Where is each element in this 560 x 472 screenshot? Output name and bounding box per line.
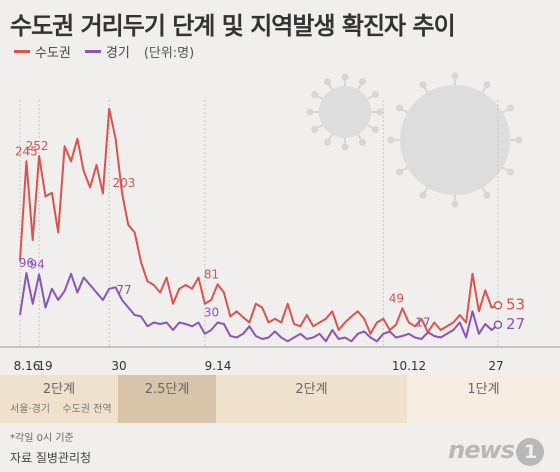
- virus-graphic-small-spike-tip: [306, 108, 314, 116]
- legend-label-seoul-metro: 수도권: [35, 46, 71, 61]
- stage-band: [407, 375, 560, 423]
- stage-label: 1단계: [467, 382, 499, 397]
- virus-graphic-small-body: [319, 86, 371, 138]
- x-tick-label: 19: [37, 359, 52, 373]
- legend-item-gyeonggi: 경기: [84, 42, 130, 61]
- legend-swatch-seoul-metro: [14, 50, 30, 53]
- series-end-point-0: [493, 301, 503, 310]
- stage-sublabel: 수도권 전역: [62, 403, 111, 415]
- data-label: 17: [415, 315, 430, 329]
- x-tick-label: 10.12: [392, 359, 426, 373]
- stage-label: 2단계: [295, 382, 327, 397]
- virus-graphic-large-spike-tip: [515, 136, 523, 144]
- stage-sublabel: 서울·경기: [10, 402, 50, 415]
- virus-graphic-small-spike-tip: [341, 73, 349, 81]
- chart-legend: 수도권 경기 (단위:명): [14, 42, 194, 61]
- virus-graphic-large-spike-tip: [483, 81, 491, 89]
- data-label: 49: [389, 291, 404, 305]
- virus-graphic-large-spike-tip: [451, 200, 459, 208]
- data-label: 245: [15, 144, 38, 158]
- news1-logo: news 1: [448, 436, 544, 466]
- data-label: 203: [113, 176, 136, 190]
- virus-graphic-large-spike-tip: [419, 191, 427, 199]
- stage-label: 2단계: [43, 382, 75, 397]
- virus-graphic-small-spike-tip: [359, 78, 366, 86]
- x-tick-label: 8.16: [14, 359, 41, 373]
- virus-graphic-small: [306, 73, 384, 151]
- data-label: 96: [19, 256, 34, 270]
- virus-graphic-small-spike-tip: [371, 126, 379, 133]
- x-tick-label: 30: [111, 359, 126, 373]
- stage-band: [216, 375, 407, 423]
- unit-label: (단위:명): [143, 46, 195, 61]
- data-label: 27: [506, 315, 525, 333]
- legend-label-gyeonggi: 경기: [105, 46, 130, 61]
- virus-graphic-large-spike-tip: [387, 136, 395, 144]
- virus-graphic-large-spike-tip: [396, 104, 404, 112]
- stage-band: [118, 375, 216, 423]
- x-tick-label: 27: [488, 359, 503, 373]
- virus-graphic-small-spike-tip: [324, 138, 331, 146]
- virus-graphic-small-spike-tip: [311, 126, 319, 133]
- virus-graphic-small-spike-tip: [376, 108, 384, 116]
- virus-graphic-large-body: [400, 85, 510, 195]
- data-label: 77: [116, 283, 131, 297]
- stage-label: 2.5단계: [145, 382, 190, 397]
- data-label: 94: [29, 258, 44, 272]
- footnote: *각일 0시 기준: [10, 433, 74, 444]
- virus-graphic-large-spike-tip: [506, 104, 514, 112]
- chart-title: 수도권 거리두기 단계 및 지역발생 확진자 추이: [10, 12, 456, 40]
- x-tick-label: 9.14: [205, 359, 232, 373]
- virus-graphic-small-spike-tip: [371, 91, 379, 98]
- virus-graphic-large-spike-tip: [419, 81, 427, 89]
- virus-graphic-small-spike-tip: [341, 143, 349, 151]
- virus-graphic-large-spike-tip: [451, 72, 459, 80]
- logo-number: 1: [516, 438, 544, 466]
- virus-graphic-small-spike-tip: [359, 138, 366, 146]
- virus-graphic-large: [387, 72, 523, 208]
- legend-item-seoul-metro: 수도권: [14, 42, 71, 61]
- logo-text: news: [448, 436, 515, 464]
- data-label: 53: [506, 295, 525, 313]
- virus-graphic-small-spike-tip: [324, 78, 331, 86]
- virus-graphic-small-spike-tip: [311, 91, 319, 98]
- series-line-0: [19, 107, 499, 335]
- virus-graphic-large-spike-tip: [396, 168, 404, 176]
- data-label: 81: [204, 267, 219, 281]
- series-end-point-1: [493, 320, 503, 329]
- virus-graphic-large-spike-tip: [506, 168, 514, 176]
- data-label: 252: [26, 139, 49, 153]
- legend-swatch-gyeonggi: [84, 50, 101, 53]
- data-label: 30: [204, 306, 219, 320]
- virus-graphic-large-spike-tip: [483, 191, 491, 199]
- stage-band: [0, 375, 118, 423]
- series-line-1: [19, 272, 499, 343]
- source-note: 자료 질병관리청: [10, 451, 92, 465]
